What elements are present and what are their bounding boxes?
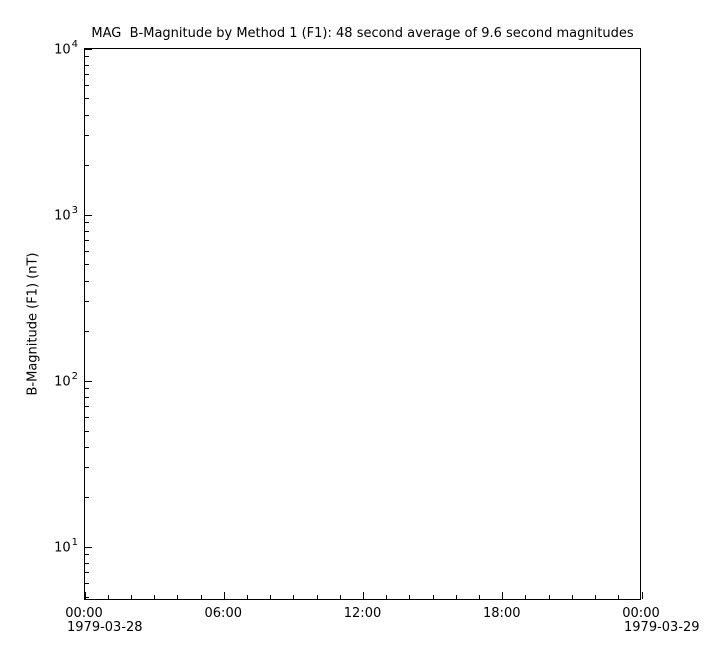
x-minor-tick (525, 595, 527, 599)
x-minor-tick (409, 595, 411, 599)
y-minor-tick (85, 446, 89, 448)
x-major-tick (502, 592, 504, 599)
y-minor-tick (85, 85, 89, 87)
x-minor-tick (339, 595, 341, 599)
y-tick-label: 102 (54, 371, 78, 390)
y-major-tick (85, 214, 92, 216)
x-major-tick (363, 592, 364, 599)
y-minor-tick (85, 251, 89, 253)
y-minor-tick (85, 388, 89, 390)
x-tick-label: 00:00 (65, 606, 103, 621)
y-tick-label: 104 (54, 39, 78, 58)
chart-title: MAG B-Magnitude by Method 1 (F1): 48 sec… (91, 26, 634, 41)
y-major-tick (85, 48, 92, 50)
y-minor-tick (85, 240, 89, 242)
y-minor-tick (85, 164, 89, 166)
x-major-tick (641, 592, 643, 599)
y-minor-tick (85, 417, 89, 419)
x-minor-tick (130, 595, 132, 599)
x-minor-tick (154, 595, 156, 599)
y-minor-tick (85, 330, 89, 332)
y-major-tick (85, 546, 92, 548)
x-minor-tick (548, 595, 550, 599)
x-minor-tick (316, 595, 318, 599)
x-minor-tick (293, 595, 295, 599)
x-date-label: 1979-03-28 (67, 620, 143, 635)
y-minor-tick (85, 114, 89, 116)
y-minor-tick (85, 572, 89, 574)
y-minor-tick (85, 301, 89, 303)
y-minor-tick (85, 406, 89, 408)
y-tick-label: 103 (54, 205, 78, 224)
y-minor-tick (85, 562, 89, 564)
y-minor-tick (85, 230, 89, 232)
y-minor-tick (85, 280, 89, 282)
x-minor-tick (386, 595, 388, 599)
y-minor-tick (85, 554, 89, 556)
x-minor-tick (595, 595, 597, 599)
x-major-tick (223, 592, 225, 599)
x-minor-tick (246, 595, 248, 599)
x-tick-label: 12:00 (343, 606, 382, 621)
x-minor-tick (455, 595, 457, 599)
y-minor-tick (85, 467, 89, 469)
x-tick-label: 00:00 (622, 606, 660, 621)
plot-area (84, 48, 643, 600)
y-minor-tick (85, 135, 89, 137)
y-minor-tick (85, 74, 89, 76)
y-minor-tick (85, 596, 89, 598)
x-minor-tick (107, 595, 109, 599)
x-minor-tick (200, 595, 202, 599)
y-minor-tick (85, 396, 89, 398)
x-date-label: 1979-03-29 (624, 620, 700, 635)
x-tick-label: 06:00 (204, 606, 242, 621)
x-minor-tick (432, 595, 434, 599)
x-major-tick (84, 592, 86, 599)
y-minor-tick (85, 583, 89, 585)
x-minor-tick (618, 595, 620, 599)
y-minor-tick (85, 64, 89, 66)
y-minor-tick (85, 222, 89, 224)
x-minor-tick (270, 595, 272, 599)
x-minor-tick (571, 595, 573, 599)
x-minor-tick (177, 595, 179, 599)
y-minor-tick (85, 496, 89, 498)
x-minor-tick (479, 595, 481, 599)
y-major-tick (85, 380, 92, 382)
x-tick-label: 18:00 (483, 606, 521, 621)
y-minor-tick (85, 264, 89, 266)
y-minor-tick (85, 56, 89, 58)
y-minor-tick (85, 98, 89, 100)
y-tick-label: 101 (54, 537, 78, 556)
y-minor-tick (85, 430, 89, 432)
